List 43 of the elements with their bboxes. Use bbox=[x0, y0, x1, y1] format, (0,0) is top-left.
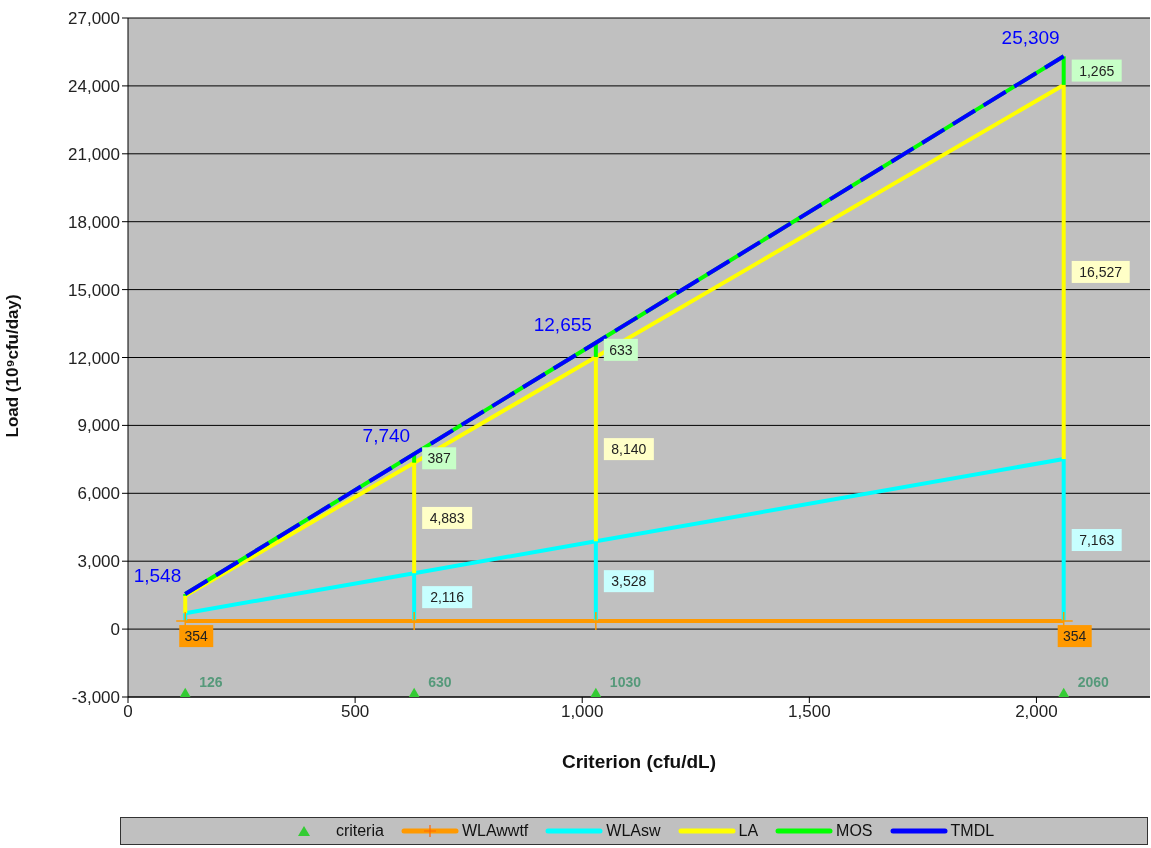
x-tick-label: 1,500 bbox=[788, 702, 831, 722]
x-tick-label: 1,000 bbox=[560, 702, 604, 722]
annotation: 1030 bbox=[609, 673, 642, 690]
x-tick-label: 2,000 bbox=[1015, 702, 1058, 722]
y-tick-label: 24,000 bbox=[68, 76, 120, 96]
annotation: 16,527 bbox=[1079, 263, 1123, 280]
data-label: 7,740 bbox=[362, 424, 411, 446]
annotation: 633 bbox=[609, 341, 633, 358]
y-tick-label: 12,000 bbox=[68, 348, 120, 368]
x-tick-label: 500 bbox=[340, 702, 370, 722]
annotation: 2060 bbox=[1077, 673, 1110, 690]
y-tick-label: 9,000 bbox=[77, 416, 120, 436]
y-tick-label: 27,000 bbox=[68, 9, 120, 29]
y-tick-label: -3,000 bbox=[71, 688, 120, 708]
annotation: 8,140 bbox=[611, 441, 647, 458]
data-label: 12,655 bbox=[533, 313, 592, 335]
legend-label: MOS bbox=[836, 822, 873, 840]
data-label: 1,548 bbox=[133, 565, 182, 587]
legend-label: LA bbox=[738, 822, 759, 840]
data-label: 354 bbox=[184, 628, 209, 645]
y-tick-label: 21,000 bbox=[68, 144, 120, 164]
y-tick-label: 18,000 bbox=[68, 212, 120, 232]
annotation: 4,883 bbox=[429, 509, 465, 526]
y-tick-label: 3,000 bbox=[77, 552, 120, 572]
annotation: 1,265 bbox=[1079, 62, 1115, 79]
y-tick-label: 6,000 bbox=[77, 484, 120, 504]
y-tick-label: 0 bbox=[110, 620, 120, 640]
x-tick-label: 0 bbox=[123, 702, 133, 722]
legend-label: criteria bbox=[335, 822, 384, 840]
data-label: 25,309 bbox=[1001, 27, 1060, 49]
annotation: 3,528 bbox=[611, 573, 647, 590]
legend-label: TMDL bbox=[950, 822, 995, 840]
annotation: 126 bbox=[199, 673, 223, 690]
legend-label: WLAsw bbox=[606, 822, 661, 840]
annotation: 2,116 bbox=[430, 589, 465, 606]
annotation: 387 bbox=[427, 450, 452, 467]
annotation: 7,163 bbox=[1079, 532, 1115, 549]
annotation: 630 bbox=[428, 673, 452, 690]
legend-label: WLAwwtf bbox=[461, 822, 529, 840]
y-tick-label: 15,000 bbox=[68, 280, 120, 300]
data-label: 354 bbox=[1063, 628, 1087, 645]
y-axis-title: Load (10⁹cfu/day) bbox=[3, 294, 23, 438]
x-axis-title: Criterion (cfu/dL) bbox=[561, 751, 717, 772]
